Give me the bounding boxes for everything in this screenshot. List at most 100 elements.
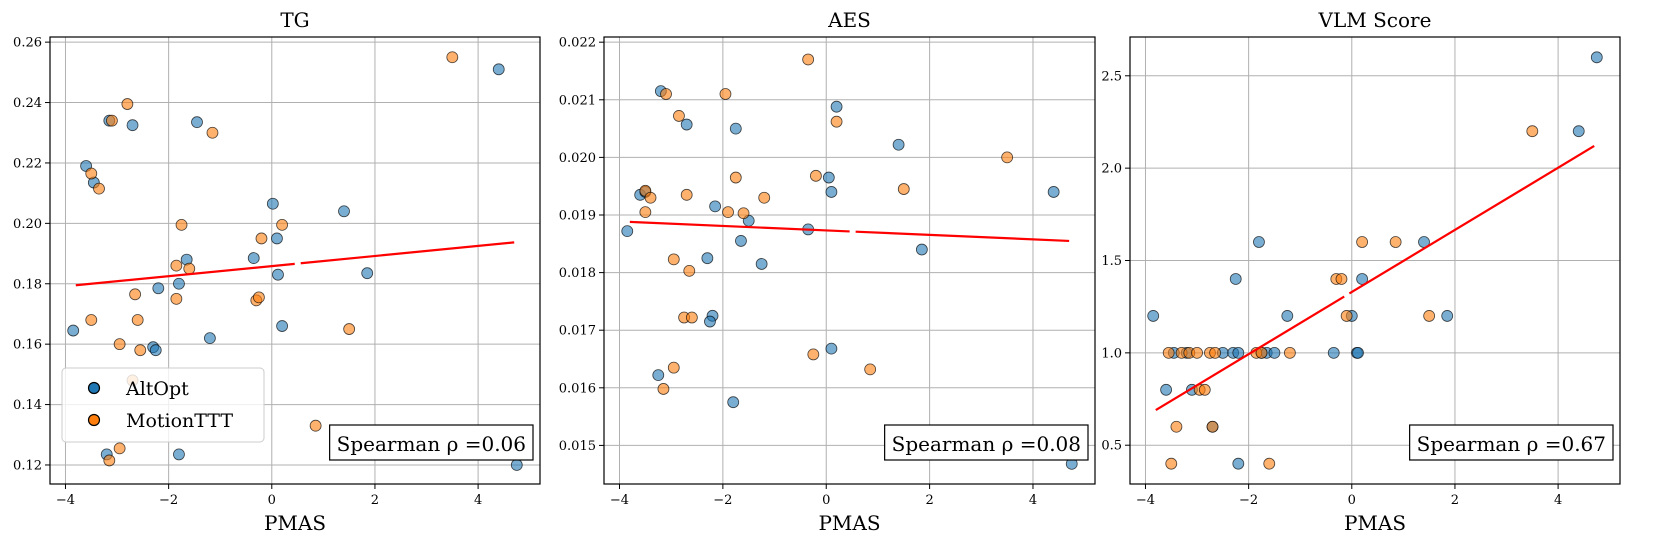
scatter-point-altopt: [361, 267, 374, 280]
y-tick-label: 2.0: [1101, 162, 1122, 177]
scatter-point-motionttt: [1526, 125, 1539, 138]
legend-marker-altopt: [87, 381, 101, 395]
x-tick-label: 4: [1029, 493, 1037, 508]
spearman-annotation: Spearman ρ =0.67: [1409, 424, 1614, 461]
scatter-point-motionttt: [1001, 151, 1014, 164]
scatter-point-motionttt: [830, 115, 843, 128]
y-tick-label: 0.016: [559, 381, 596, 396]
scatter-point-altopt: [915, 243, 928, 256]
scatter-point-altopt: [1253, 236, 1265, 248]
axes-frame: [1129, 36, 1621, 485]
x-axis-label: PMAS: [264, 511, 326, 535]
scatter-point-altopt: [492, 63, 505, 76]
scatter-point-motionttt: [343, 323, 356, 335]
y-tick-label: 2.5: [1101, 69, 1122, 84]
y-tick-label: 0.020: [559, 151, 596, 166]
scatter-point-motionttt: [206, 126, 219, 139]
scatter-point-motionttt: [1191, 346, 1203, 359]
scatter-point-motionttt: [810, 169, 822, 182]
subplot-0: TG −4 −2 0 2 4 0.12 0.14 0.16 0.18 0.20 0.22 0.24 0.2…: [13, 8, 541, 535]
scatter-point-motionttt: [667, 361, 680, 374]
y-tick-label: 0.018: [559, 266, 596, 281]
scatter-point-motionttt: [1209, 346, 1222, 359]
scatter-point-motionttt: [85, 314, 98, 326]
scatter-point-motionttt: [660, 88, 672, 100]
scatter-point-motionttt: [1340, 310, 1353, 322]
scatter-point-altopt: [152, 282, 165, 295]
x-axis-label: PMAS: [818, 511, 880, 535]
scatter-point-altopt: [1590, 51, 1603, 64]
x-tick-label: 4: [1554, 493, 1562, 508]
y-tick-label: 0.20: [13, 217, 42, 232]
scatter-point-motionttt: [680, 188, 693, 201]
scatter-point-altopt: [892, 138, 905, 151]
spearman-annotation: Spearman ρ =0.06: [329, 424, 534, 461]
y-tick-label: 0.22: [13, 156, 42, 171]
scatter-point-motionttt: [103, 454, 116, 467]
scatter-point-motionttt: [897, 183, 910, 195]
x-tick-label: −4: [610, 493, 629, 508]
scatter-point-motionttt: [729, 171, 742, 184]
scatter-point-motionttt: [134, 344, 147, 357]
legend: AltOpt MotionTTT: [61, 367, 265, 443]
spearman-text: Spearman ρ =0.06: [337, 432, 526, 456]
scatter-point-motionttt: [758, 191, 771, 204]
x-tick-label: 4: [474, 493, 482, 508]
scatter-point-motionttt: [685, 311, 698, 324]
x-axis-label: PMAS: [1344, 511, 1406, 535]
scatter-point-motionttt: [113, 442, 126, 455]
scatter-point-motionttt: [183, 262, 196, 275]
y-tick-label: 0.12: [13, 458, 42, 473]
scatter-point-motionttt: [170, 259, 183, 272]
scatter-point-motionttt: [802, 53, 815, 66]
legend-label-motionttt: MotionTTT: [126, 410, 233, 432]
scatter-point-altopt: [272, 268, 284, 281]
scatter-point-altopt: [1327, 346, 1340, 359]
scatter-point-motionttt: [807, 348, 820, 361]
scatter-point-altopt: [680, 118, 693, 131]
scatter-point-altopt: [621, 225, 634, 238]
regression-line: [75, 241, 515, 287]
scatter-point-altopt: [276, 320, 289, 332]
x-tick-label: 0: [268, 493, 276, 508]
scatter-point-motionttt: [131, 314, 144, 326]
scatter-point-altopt: [1441, 310, 1454, 322]
legend-marker-motionttt: [87, 413, 101, 427]
chart-title: AES: [827, 8, 871, 32]
spearman-box: [884, 424, 1089, 461]
scatter-point-altopt: [729, 122, 742, 135]
scatter-point-motionttt: [446, 51, 459, 64]
x-tick-label: 2: [371, 493, 379, 508]
spearman-text: Spearman ρ =0.08: [892, 432, 1081, 456]
spearman-box: [1409, 424, 1614, 461]
subplot-1: AES −4 −2 0 2 4 0.015 0.016 0.017 0.018 0.019 0.020…: [559, 8, 1096, 535]
scatter-point-altopt: [338, 205, 350, 218]
y-tick-label: 0.019: [559, 208, 596, 223]
scatter-point-altopt: [149, 344, 162, 357]
x-tick-label: −2: [1239, 493, 1258, 508]
chart-title: TG: [280, 8, 309, 32]
scatter-point-motionttt: [639, 206, 652, 219]
x-tick-label: 2: [925, 493, 933, 508]
scatter-point-motionttt: [85, 167, 98, 180]
scatter-point-motionttt: [667, 253, 680, 266]
scatter-point-altopt: [247, 252, 260, 264]
scatter-point-motionttt: [121, 98, 134, 110]
scatter-point-altopt: [755, 258, 768, 270]
scatter-point-motionttt: [719, 88, 732, 100]
scatter-point-motionttt: [1356, 236, 1369, 248]
scatter-point-altopt: [203, 332, 216, 345]
scatter-point-motionttt: [683, 264, 696, 277]
y-tick-label: 0.26: [13, 36, 42, 51]
y-tick-label: 0.015: [559, 439, 596, 454]
scatter-point-motionttt: [673, 110, 685, 122]
x-tick-label: −2: [159, 493, 178, 508]
legend-label-altopt: AltOpt: [125, 378, 189, 400]
x-tick-label: −4: [1136, 493, 1155, 508]
scatter-point-altopt: [1160, 383, 1173, 396]
scatter-point-altopt: [709, 200, 722, 213]
scatter-point-altopt: [191, 116, 203, 129]
scatter-point-altopt: [1281, 310, 1294, 322]
scatter-point-altopt: [701, 252, 714, 265]
y-tick-label: 0.16: [13, 338, 42, 353]
